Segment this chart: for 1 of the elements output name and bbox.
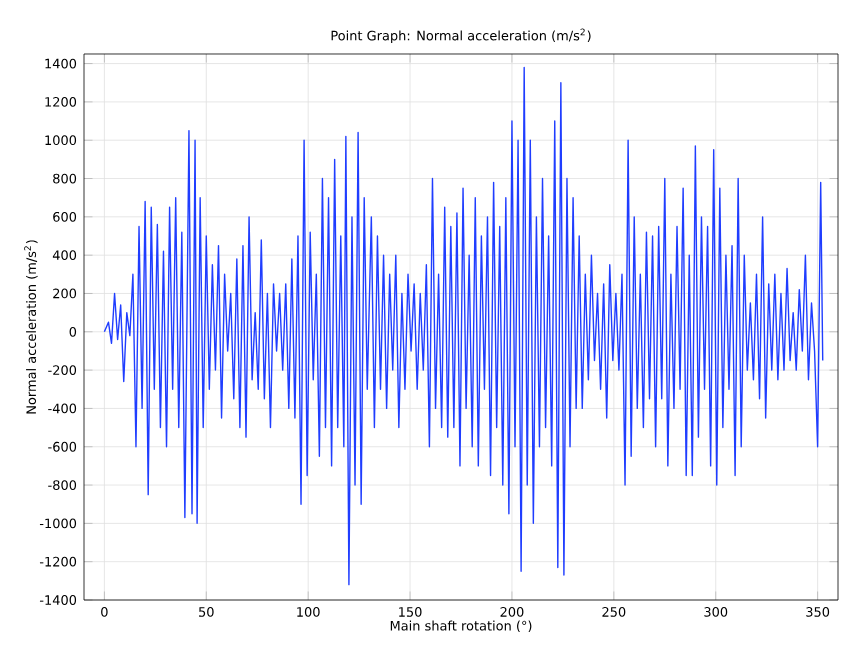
line-series <box>103 66 824 586</box>
